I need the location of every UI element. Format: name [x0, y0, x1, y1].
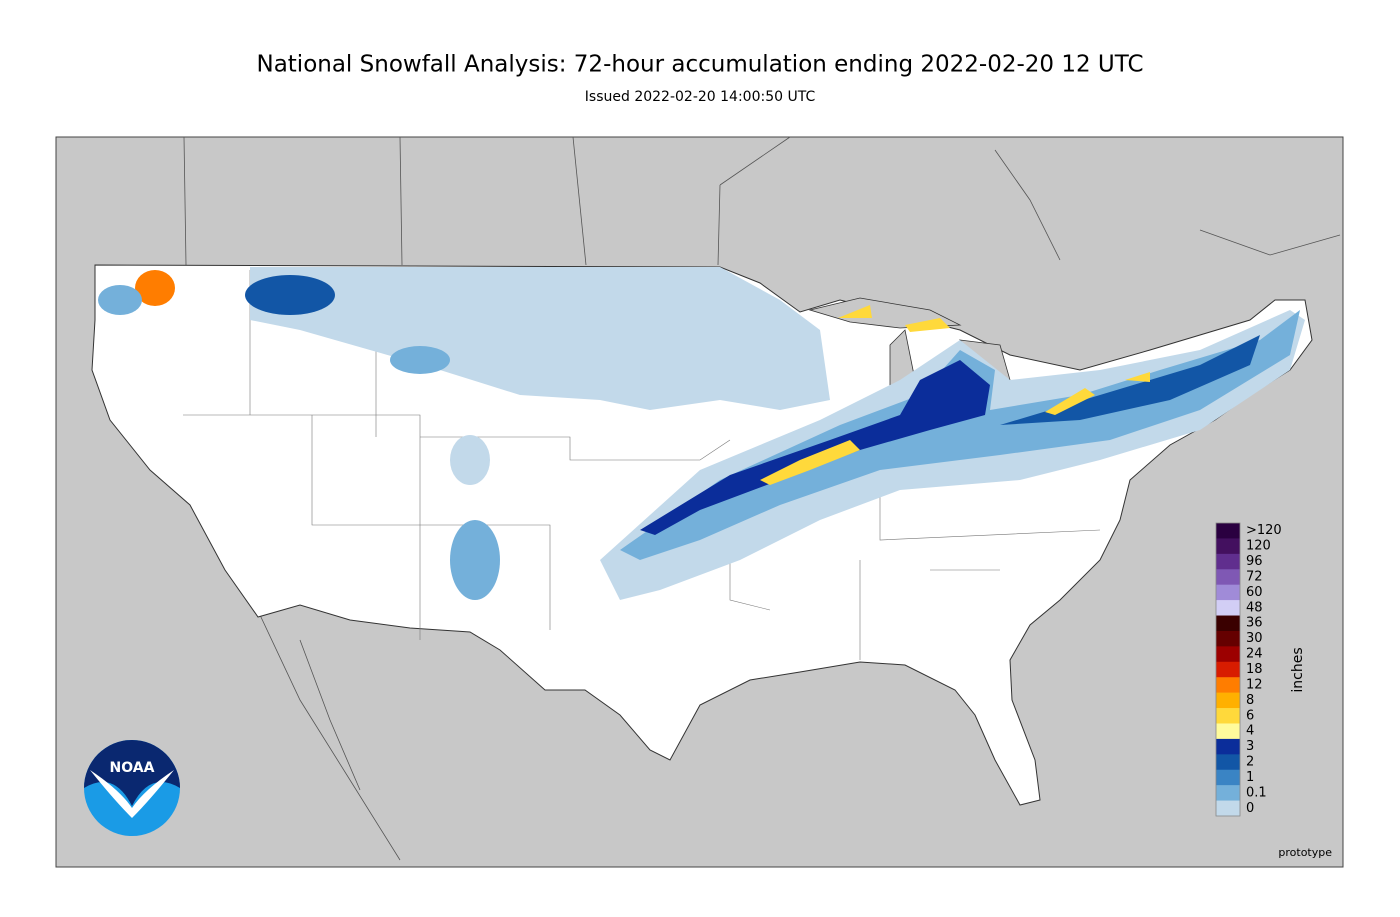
logo-gull — [90, 770, 174, 818]
colorbar-label: 3 — [1246, 739, 1254, 754]
logo-text: NOAA — [110, 760, 155, 776]
colorbar-swatch — [1216, 630, 1240, 647]
noaa-logo: NOAA — [84, 740, 180, 836]
colorbar-swatch — [1216, 538, 1240, 555]
colorbar-label: 36 — [1246, 616, 1263, 631]
colorbar-label: 48 — [1246, 600, 1263, 615]
colorbar-swatch — [1216, 785, 1240, 801]
colorbar-swatch — [1216, 692, 1240, 709]
colorbar-label: 8 — [1246, 693, 1254, 708]
colorbar-swatch — [1216, 738, 1240, 755]
colorbar-swatch — [1216, 600, 1240, 616]
colorbar-label: 12 — [1246, 677, 1263, 692]
colorbar-label: 6 — [1246, 708, 1254, 723]
colorbar-swatch — [1216, 523, 1240, 539]
colorbar-label: 72 — [1246, 569, 1263, 584]
note: prototype — [1278, 846, 1332, 859]
colorbar-label: 1 — [1246, 770, 1254, 785]
logo-top — [84, 740, 180, 806]
colorbar-swatch — [1216, 754, 1240, 771]
colorbar-label: 96 — [1246, 554, 1263, 569]
colorbar-label: 0.1 — [1246, 785, 1267, 800]
colorbar-swatch — [1216, 615, 1240, 632]
colorbar-label: 120 — [1246, 539, 1271, 554]
colorbar-label: >120 — [1246, 523, 1282, 538]
colorbar-swatch — [1216, 769, 1240, 786]
colorbar-swatch — [1216, 569, 1240, 585]
colorbar-swatch — [1216, 723, 1240, 740]
colorbar-label: 0 — [1246, 801, 1254, 816]
colorbar-label: 4 — [1246, 724, 1254, 739]
colorbar-label: 30 — [1246, 631, 1263, 646]
colorbar-label: 24 — [1246, 647, 1263, 662]
colorbar-swatch — [1216, 646, 1240, 663]
colorbar-swatch — [1216, 553, 1240, 570]
colorbar-swatch — [1216, 800, 1240, 817]
colorbar-swatch — [1216, 708, 1240, 724]
snow-cover — [98, 267, 1305, 600]
colorbar-swatch — [1216, 584, 1240, 601]
colorbar-swatch — [1216, 661, 1240, 678]
colorbar-label: 2 — [1246, 755, 1254, 770]
borders — [183, 136, 1341, 861]
colorbar-outline — [1215, 522, 1241, 817]
colorbar-label: 18 — [1246, 662, 1263, 677]
title: National Snowfall Analysis: 72-hour accu… — [256, 52, 1143, 78]
colorbar-unit: inches — [1290, 647, 1306, 692]
colorbar-label: 60 — [1246, 585, 1263, 600]
subtitle: Issued 2022-02-20 14:00:50 UTC — [585, 89, 816, 105]
colorbar-swatch — [1216, 677, 1240, 693]
map — [55, 136, 1344, 868]
